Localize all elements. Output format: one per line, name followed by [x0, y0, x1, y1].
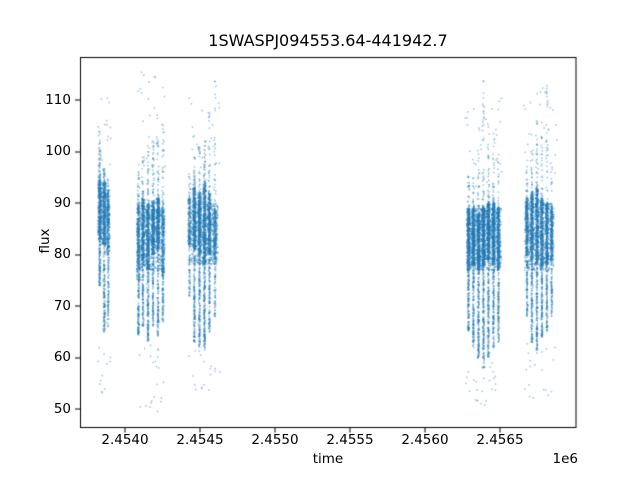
x-tick-label: 2.4560 — [401, 432, 449, 448]
x-axis-offset-text: 1e6 — [552, 451, 578, 467]
y-tick-label: 50 — [53, 400, 71, 417]
y-tick-label: 70 — [53, 297, 71, 314]
y-tick-label: 90 — [53, 194, 71, 211]
y-tick-label: 80 — [53, 246, 71, 263]
x-tick-label: 2.4555 — [326, 432, 374, 448]
y-tick-label: 110 — [45, 91, 71, 108]
y-tick-label: 100 — [45, 143, 71, 160]
x-axis-label: time — [312, 451, 344, 467]
chart-title: 1SWASPJ094553.64-441942.7 — [208, 31, 448, 50]
x-tick-label: 2.4565 — [476, 432, 524, 448]
x-tick-label: 2.4540 — [101, 432, 149, 448]
x-tick-label: 2.4545 — [176, 432, 224, 448]
x-tick-label: 2.4550 — [251, 432, 299, 448]
y-tick-label: 60 — [53, 349, 71, 366]
